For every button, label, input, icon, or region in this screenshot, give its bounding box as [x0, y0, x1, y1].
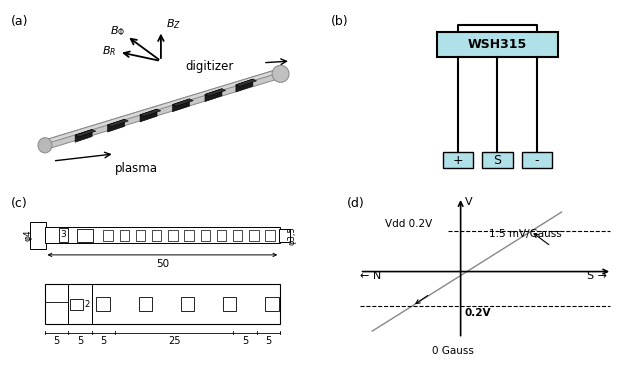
Bar	[482, 152, 512, 168]
Text: WSH315: WSH315	[468, 38, 527, 51]
Bar	[201, 230, 210, 241]
Bar	[45, 227, 280, 243]
Text: φ4: φ4	[24, 230, 33, 241]
Text: +: +	[453, 154, 463, 167]
Text: (b): (b)	[331, 15, 348, 28]
Bar	[120, 230, 129, 241]
Polygon shape	[172, 99, 193, 106]
Polygon shape	[107, 119, 124, 132]
Text: plasma: plasma	[115, 162, 158, 175]
Polygon shape	[236, 79, 253, 92]
Text: (a): (a)	[11, 15, 28, 28]
Bar	[103, 230, 113, 241]
Text: 0 Gauss: 0 Gauss	[432, 346, 474, 356]
Ellipse shape	[272, 65, 289, 82]
Bar	[181, 297, 194, 311]
Polygon shape	[44, 69, 283, 143]
Bar	[139, 297, 152, 311]
Text: -: -	[534, 154, 539, 167]
Bar	[217, 230, 227, 241]
Text: 5: 5	[100, 337, 107, 346]
Polygon shape	[140, 109, 157, 122]
Polygon shape	[75, 129, 92, 142]
Text: 1.5 mV/Gauss: 1.5 mV/Gauss	[489, 229, 562, 239]
Polygon shape	[205, 89, 226, 96]
Bar	[136, 230, 145, 241]
Bar	[152, 230, 162, 241]
Text: S: S	[493, 154, 502, 167]
Text: $B_\Phi$: $B_\Phi$	[110, 24, 125, 38]
Bar	[437, 32, 558, 57]
Bar	[45, 284, 280, 324]
Bar	[77, 229, 93, 241]
Text: S →: S →	[587, 271, 607, 281]
Text: 5: 5	[242, 337, 248, 346]
Text: 5: 5	[265, 337, 271, 346]
Text: $B_R$: $B_R$	[102, 44, 117, 58]
Text: Vdd 0.2V: Vdd 0.2V	[385, 219, 432, 229]
Bar	[266, 230, 275, 241]
Text: 5: 5	[53, 337, 59, 346]
Bar	[59, 228, 68, 243]
Text: $B_Z$: $B_Z$	[165, 17, 180, 31]
Text: (d): (d)	[347, 197, 365, 210]
Bar	[223, 297, 237, 311]
Polygon shape	[236, 79, 257, 87]
Polygon shape	[140, 109, 161, 116]
Polygon shape	[205, 89, 222, 102]
Bar	[249, 230, 259, 241]
Text: (c): (c)	[11, 197, 28, 210]
Text: 25: 25	[168, 337, 180, 346]
Bar	[69, 299, 83, 310]
Bar	[184, 230, 194, 241]
Text: φ3,5: φ3,5	[288, 226, 297, 245]
Text: 2: 2	[84, 300, 90, 309]
Bar	[30, 222, 46, 248]
Text: 5: 5	[77, 337, 83, 346]
Polygon shape	[44, 69, 278, 150]
Ellipse shape	[38, 138, 52, 153]
Text: 0.2V: 0.2V	[464, 308, 491, 318]
Bar	[522, 152, 552, 168]
Polygon shape	[75, 129, 96, 137]
Bar	[443, 152, 473, 168]
Bar	[279, 229, 290, 241]
Text: ← N: ← N	[360, 271, 381, 281]
Text: 50: 50	[156, 259, 169, 269]
Bar	[233, 230, 242, 241]
Text: V: V	[464, 197, 472, 207]
Bar	[266, 297, 279, 311]
Polygon shape	[172, 99, 189, 112]
Bar	[97, 297, 110, 311]
Polygon shape	[107, 119, 128, 127]
Bar	[168, 230, 178, 241]
Text: 3: 3	[60, 230, 66, 239]
Text: digitizer: digitizer	[186, 60, 234, 73]
